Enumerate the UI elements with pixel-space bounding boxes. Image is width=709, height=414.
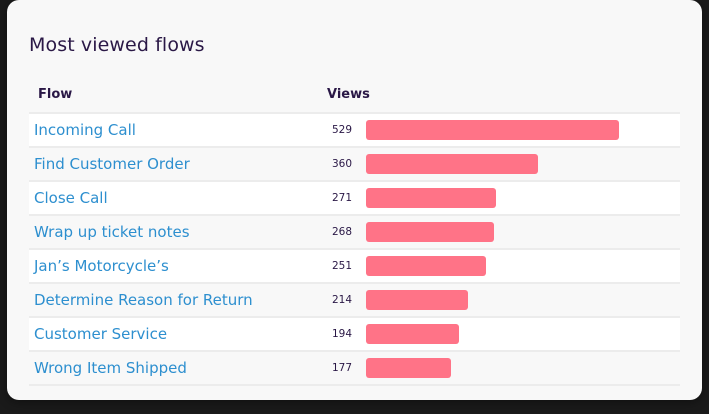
flow-link[interactable]: Incoming Call — [34, 121, 136, 139]
views-count: 360 — [332, 158, 353, 170]
table-row: Find Customer Order 360 — [29, 148, 680, 182]
flow-link[interactable]: Jan’s Motorcycle’s — [34, 257, 169, 275]
table-row: Wrong Item Shipped 177 — [29, 352, 680, 386]
table-row: Incoming Call 529 — [29, 114, 680, 148]
views-bar — [366, 256, 486, 276]
views-count: 529 — [332, 124, 353, 136]
column-header-flow: Flow — [38, 87, 73, 102]
views-bar — [366, 358, 451, 378]
table-row: Wrap up ticket notes 268 — [29, 216, 680, 250]
table-row: Determine Reason for Return 214 — [29, 284, 680, 318]
views-count: 251 — [332, 260, 353, 272]
views-bar — [366, 188, 496, 208]
flow-link[interactable]: Determine Reason for Return — [34, 291, 253, 309]
most-viewed-flows-card: Most viewed flows Flow Views Incoming Ca… — [7, 0, 702, 400]
table-row: Customer Service 194 — [29, 318, 680, 352]
views-bar — [366, 120, 619, 140]
flows-table: Incoming Call 529 Find Customer Order 36… — [29, 112, 680, 386]
flow-link[interactable]: Find Customer Order — [34, 155, 190, 173]
views-count: 214 — [332, 294, 353, 306]
flow-link[interactable]: Customer Service — [34, 325, 168, 343]
views-bar — [366, 222, 494, 242]
flow-link[interactable]: Wrong Item Shipped — [34, 359, 187, 377]
table-row: Close Call 271 — [29, 182, 680, 216]
column-header-views: Views — [327, 87, 370, 102]
flow-link[interactable]: Close Call — [34, 189, 108, 207]
views-bar — [366, 290, 468, 310]
views-bar — [366, 154, 538, 174]
views-count: 177 — [332, 362, 353, 374]
table-row: Jan’s Motorcycle’s 251 — [29, 250, 680, 284]
views-count: 268 — [332, 226, 353, 238]
flow-link[interactable]: Wrap up ticket notes — [34, 223, 190, 241]
card-title: Most viewed flows — [29, 34, 205, 56]
views-bar — [366, 324, 459, 344]
views-count: 194 — [332, 328, 353, 340]
views-count: 271 — [332, 192, 353, 204]
